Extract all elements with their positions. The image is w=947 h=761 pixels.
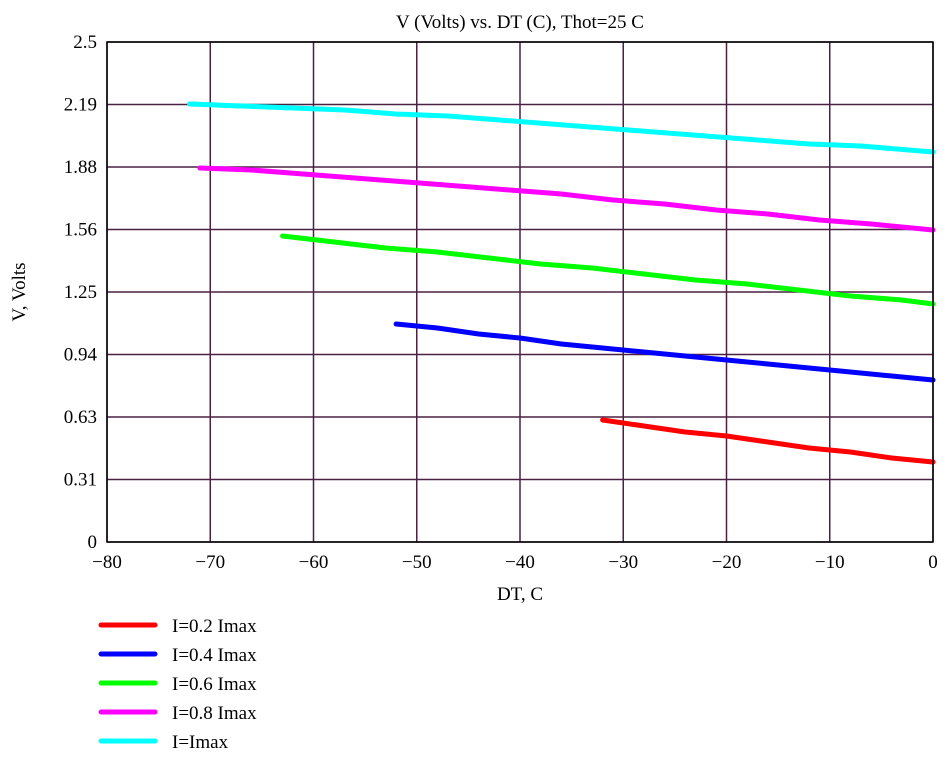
y-tick-label: 1.56 [64,220,97,241]
legend-label-3: I=0.6 Imax [172,674,257,695]
plot-frame [106,41,934,543]
legend: I=0.2 Imax I=0.4 Imax I=0.6 Imax I=0.8 Imax… [98,616,257,753]
x-tick-label: −70 [195,552,225,573]
legend-label-5: I=Imax [172,732,229,753]
y-axis-label: V, Volts [9,262,30,321]
x-tick-label: 0 [928,552,938,573]
y-tick-label: 1.25 [64,282,97,303]
y-tick-label: 1.88 [64,157,97,178]
x-tick-label: −60 [299,552,329,573]
legend-label-4: I=0.8 Imax [172,703,257,724]
series-line-1 [600,417,936,465]
chart-title: V (Volts) vs. DT (C), Thot=25 C [396,12,644,33]
y-tick-label: 2.5 [73,32,97,53]
series-line-5 [187,101,936,155]
series-line-4 [197,165,936,233]
legend-label-1: I=0.2 Imax [172,616,257,637]
x-axis-label: DT, C [497,584,543,605]
y-tick-label: 0 [88,532,98,553]
x-tick-label: −50 [402,552,432,573]
x-axis-ticks: −80 −70 −60 −50 −40 −30 −20 −10 0 [92,552,938,573]
y-tick-label: 0.31 [64,470,97,491]
y-tick-label: 2.19 [64,95,97,116]
series-line-2 [393,321,936,383]
y-tick-label: 0.63 [64,407,97,428]
y-tick-label: 0.94 [64,345,98,366]
x-tick-label: −10 [815,552,845,573]
y-axis-ticks: 0 0.31 0.63 0.94 1.25 1.56 1.88 2.19 2.5 [64,32,98,553]
series-line-3 [280,233,936,307]
x-tick-label: −30 [608,552,638,573]
x-tick-label: −40 [505,552,535,573]
x-tick-label: −80 [92,552,122,573]
legend-label-2: I=0.4 Imax [172,645,257,666]
series-lines [187,101,936,465]
x-tick-label: −20 [712,552,742,573]
